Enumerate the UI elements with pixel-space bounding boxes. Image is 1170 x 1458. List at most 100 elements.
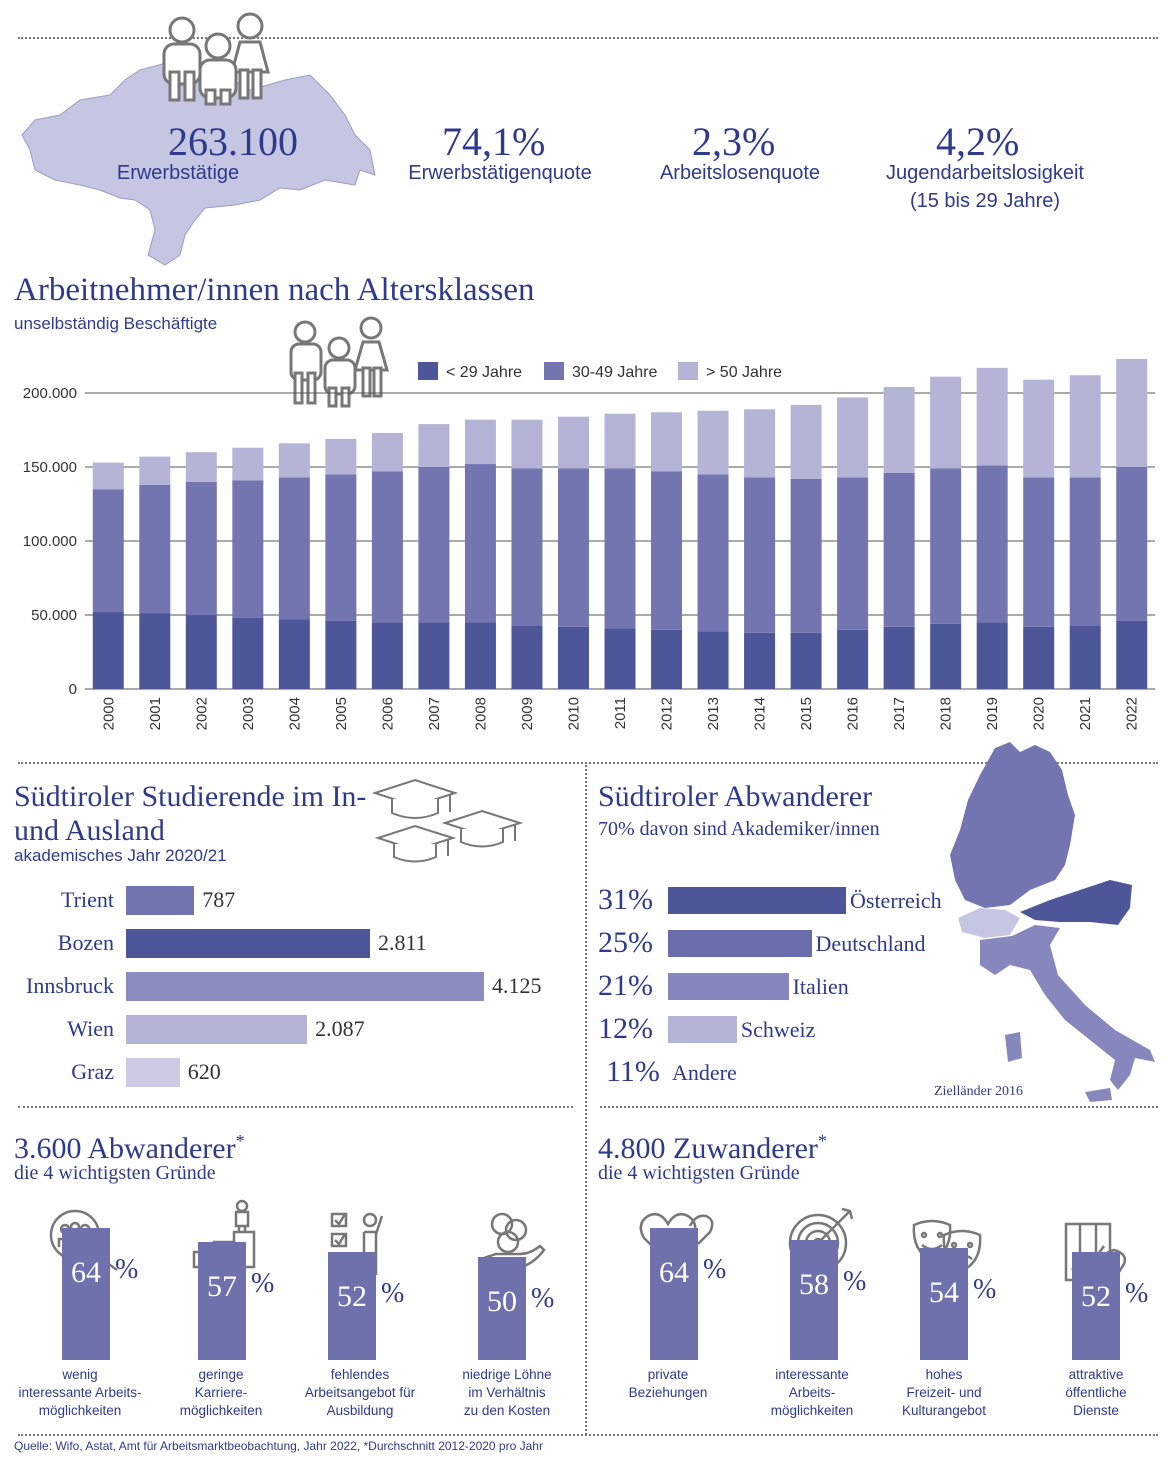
kpi-youth-unemployment-label: Jugendarbeitslosigkeit [886, 162, 1084, 184]
reason-label: attraktive öffentliche Dienste [1021, 1366, 1170, 1420]
bar-segment [651, 471, 683, 630]
kpi-employment-rate-value: 74,1% [442, 119, 546, 164]
legend-label: 30-49 Jahre [572, 364, 658, 381]
bar-segment [837, 629, 869, 689]
bar-segment [697, 474, 729, 632]
students-bar [126, 929, 370, 958]
students-value-label: 787 [202, 887, 236, 912]
kpi-unemployment-value: 2,3% [692, 119, 776, 164]
x-tick-label: 2004 [286, 697, 303, 730]
x-tick-label: 2009 [519, 697, 536, 730]
reason-bar: 58 [790, 1239, 838, 1360]
reason-label-line: interessante [775, 1367, 849, 1382]
reason-value: 64 [659, 1255, 689, 1289]
age-chart-title: Arbeitnehmer/innen nach Altersklassen [14, 272, 535, 308]
reason-unit: % [1125, 1278, 1149, 1310]
bar-segment [604, 468, 636, 629]
x-tick-label: 2017 [891, 697, 908, 730]
bar-segment [278, 443, 310, 478]
reason-value: 64 [71, 1255, 101, 1289]
separator-top [18, 37, 1158, 39]
kpi-youth-unemployment-value: 4,2% [936, 119, 1020, 164]
destination-label: Andere [672, 1060, 737, 1085]
reason-bar: 64 [62, 1227, 110, 1360]
bar-segment [418, 467, 450, 623]
legend-30-49: 30-49 Jahre [544, 362, 657, 382]
y-tick-label: 100.000 [23, 533, 77, 550]
bar-segment [883, 626, 915, 689]
x-tick-label: 2002 [193, 697, 210, 730]
south-tyrol-map-icon [21, 61, 376, 266]
bar-segment [511, 419, 543, 469]
bar-segment [232, 480, 264, 618]
bar-segment [325, 438, 357, 475]
reason-label-line: geringe [198, 1367, 244, 1382]
students-value-label: 4.125 [492, 973, 542, 998]
bar-segment [651, 412, 683, 472]
reason-label-line: hohes [925, 1367, 963, 1382]
emigrants-subtitle: die 4 wichtigsten Gründe [14, 1162, 216, 1184]
students-bar [126, 1015, 308, 1044]
kpi-employed-label: Erwerbstätige [116, 162, 240, 184]
x-tick-label: 2010 [565, 697, 582, 730]
students-category-label: Innsbruck [26, 973, 114, 998]
destination-label: Schweiz [740, 1017, 816, 1042]
bar-segment [464, 419, 496, 465]
bar-segment [1116, 620, 1148, 689]
reason-label-line: möglichkeiten [38, 1403, 122, 1418]
x-tick-label: 2008 [472, 697, 489, 730]
people-icon-chart [289, 316, 389, 408]
bar-segment [883, 472, 915, 627]
kpi-unemployment-label: Arbeitslosenquote [659, 162, 821, 184]
students-title-text: Südtiroler Studierende im In- und Auslan… [14, 780, 367, 847]
reason-label-line: attraktive [1068, 1367, 1124, 1382]
separator-mid [18, 762, 1158, 764]
bar-segment [651, 629, 683, 689]
reason-bar: 54 [920, 1248, 968, 1360]
bar-segment [511, 625, 543, 689]
destination-bar [668, 1016, 737, 1043]
reason-value: 57 [207, 1270, 237, 1303]
legend-over-50: > 50 Jahre [678, 362, 782, 382]
bar-segment [185, 615, 217, 689]
bar-segment [139, 613, 171, 689]
bar-segment [371, 622, 403, 689]
students-value-label: 2.811 [377, 930, 427, 955]
bar-segment [976, 465, 1008, 623]
bar-segment [232, 617, 264, 689]
reason-label-line: Arbeits- [788, 1385, 836, 1400]
separator-lower-left [18, 1106, 573, 1108]
x-tick-label: 2014 [752, 697, 769, 730]
y-tick-label: 200.000 [23, 385, 77, 402]
reason-value: 50 [487, 1284, 517, 1318]
destination-bar [668, 887, 846, 914]
students-bar [126, 1058, 180, 1087]
emigrants-title-text: 3.600 Abwanderer [14, 1132, 236, 1165]
x-tick-label: 2019 [984, 697, 1001, 730]
immigrants-title-text: 4.800 Zuwanderer [598, 1132, 818, 1165]
immigrants-title: 4.800 Zuwanderer* [598, 1124, 827, 1166]
bar-segment [511, 468, 543, 626]
bar-segment [371, 471, 403, 623]
bar-segment [837, 397, 869, 478]
y-tick-label: 50.000 [31, 607, 77, 624]
reason-unit: % [115, 1253, 139, 1285]
legend-label: < 29 Jahre [446, 364, 523, 381]
bar-segment [883, 387, 915, 473]
bar-segment [139, 484, 171, 614]
destination-percent: 31% [598, 883, 653, 916]
bar-segment [697, 410, 729, 475]
graduation-caps-icon [371, 778, 524, 863]
bar-segment [464, 464, 496, 623]
students-category-label: Wien [67, 1016, 114, 1041]
bar-segment [744, 477, 776, 633]
separator-lower-right [600, 1106, 1158, 1108]
reason-label: geringe Karriere-möglichkeiten [146, 1366, 296, 1420]
map-caption: Zielländer 2016 [934, 1084, 1024, 1099]
bar-segment [604, 413, 636, 469]
bar-segment [185, 452, 217, 482]
reason-value: 54 [929, 1276, 959, 1310]
destination-percent: 12% [598, 1012, 653, 1045]
bar-segment [371, 432, 403, 472]
x-tick-label: 2021 [1077, 697, 1094, 730]
